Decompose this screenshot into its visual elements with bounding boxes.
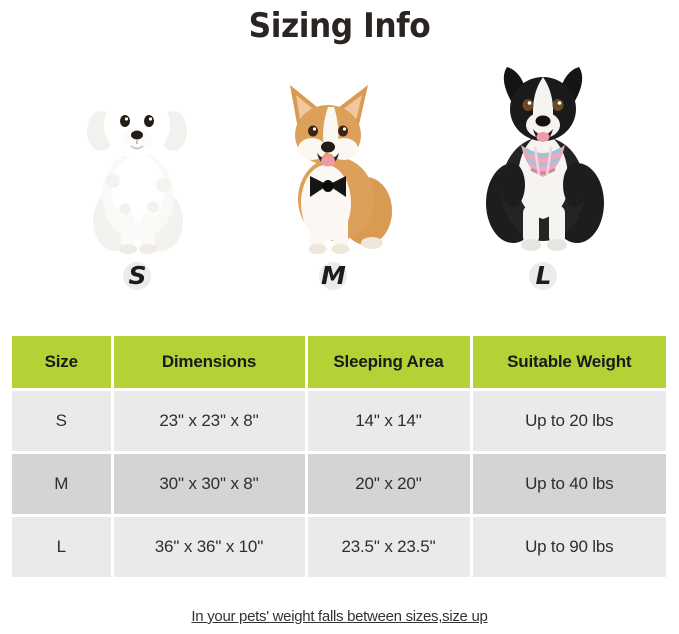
size-badge-medium: M xyxy=(253,260,413,296)
size-badge-label-large: L xyxy=(535,261,552,290)
size-badge-label-medium: M xyxy=(321,261,346,290)
cell-size: L xyxy=(12,514,114,577)
black-bow-tie-icon xyxy=(322,180,334,192)
dog-cell-medium: M xyxy=(253,73,413,296)
badge-circle-small xyxy=(123,262,151,290)
cell-suitable-weight: Up to 20 lbs xyxy=(471,388,666,453)
pink-plaid-bandana-icon xyxy=(521,145,565,177)
dog-cell-small: S xyxy=(57,73,217,296)
sizing-note: In your pets' weight falls between sizes… xyxy=(191,608,488,625)
cell-sleeping-area: 14'' x 14'' xyxy=(306,388,473,453)
column-header-dimensions: Dimensions xyxy=(112,336,308,390)
cell-dimensions: 36'' x 36'' x 10'' xyxy=(112,514,308,577)
column-header-sleeping-area: Sleeping Area xyxy=(306,336,473,390)
cell-dimensions: 23'' x 23'' x 8'' xyxy=(112,388,308,453)
size-badge-label-small: S xyxy=(128,261,146,290)
table-row: S 23'' x 23'' x 8'' 14'' x 14'' Up to 20… xyxy=(12,388,666,453)
cell-size: M xyxy=(12,451,114,516)
cell-suitable-weight: Up to 90 lbs xyxy=(471,514,666,577)
border-collie-dog-icon xyxy=(486,67,604,251)
dog-size-gallery: S xyxy=(0,46,679,296)
corgi-dog-icon xyxy=(290,85,392,254)
column-header-size: Size xyxy=(12,336,114,390)
size-badge-large: L xyxy=(463,260,623,296)
cell-sleeping-area: 23.5'' x 23.5'' xyxy=(306,514,473,577)
table-header-row: Size Dimensions Sleeping Area Suitable W… xyxy=(12,336,666,390)
cell-size: S xyxy=(12,388,114,453)
column-header-suitable-weight: Suitable Weight xyxy=(471,336,666,390)
sizing-table: Size Dimensions Sleeping Area Suitable W… xyxy=(12,336,666,577)
cell-suitable-weight: Up to 40 lbs xyxy=(471,451,666,516)
page-title: Sizing Info xyxy=(248,6,431,46)
badge-circle-medium xyxy=(319,262,347,290)
cell-sleeping-area: 20'' x 20'' xyxy=(306,451,473,516)
badge-circle-large xyxy=(529,262,557,290)
size-badge-small: S xyxy=(57,260,217,296)
dog-cell-large: L xyxy=(463,53,623,296)
bichon-frise-dog-icon xyxy=(87,80,187,254)
table-row: L 36'' x 36'' x 10'' 23.5'' x 23.5'' Up … xyxy=(12,514,666,577)
table-row: M 30'' x 30'' x 8'' 20'' x 20'' Up to 40… xyxy=(12,451,666,516)
cell-dimensions: 30'' x 30'' x 8'' xyxy=(112,451,308,516)
